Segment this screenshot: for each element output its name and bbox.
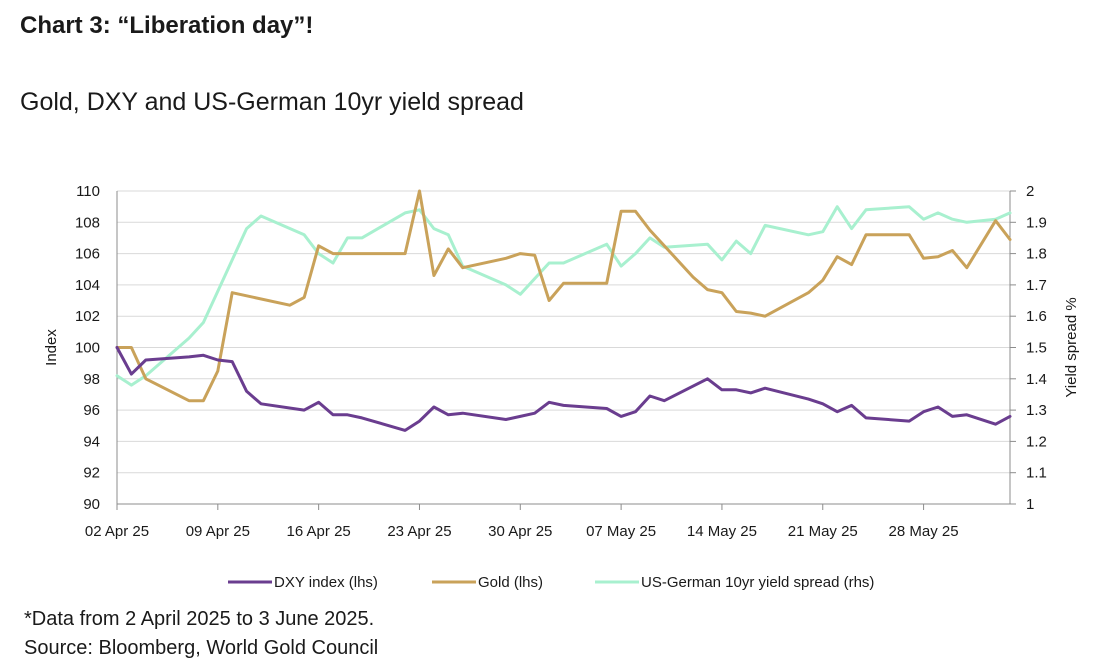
chart-headline: Chart 3: “Liberation day”! xyxy=(20,12,314,39)
data-range-note: *Data from 2 April 2025 to 3 June 2025. xyxy=(24,608,375,630)
y2-tick-label: 1.8 xyxy=(1026,246,1047,263)
gridlines xyxy=(117,190,1010,505)
x-tick-label: 28 May 25 xyxy=(889,523,959,540)
chart-title: “Liberation day”! xyxy=(117,12,314,39)
x-tick-label: 09 Apr 25 xyxy=(186,523,250,540)
y2-tick-label: 1 xyxy=(1026,496,1034,513)
y-tick-label: 104 xyxy=(75,277,100,294)
y-tick-label: 94 xyxy=(83,433,100,450)
y2-tick-label: 1.9 xyxy=(1026,214,1047,231)
y2-tick-label: 1.5 xyxy=(1026,340,1047,357)
x-tick-label: 21 May 25 xyxy=(788,523,858,540)
y-tick-label: 110 xyxy=(76,183,100,200)
line-chart: 90 92 94 96 98 100 102 104 106 108 110 1 1.1 1.2 1.3 1.… xyxy=(43,183,1080,591)
x-tick-label: 23 Apr 25 xyxy=(387,523,451,540)
x-tick-label: 07 May 25 xyxy=(586,523,656,540)
y-tick-label: 90 xyxy=(83,496,100,513)
x-tick-label: 30 Apr 25 xyxy=(488,523,552,540)
y2-tick-label: 1.1 xyxy=(1026,465,1047,482)
y-tick-label: 92 xyxy=(83,465,100,482)
footnote: *Data from 2 April 2025 to 3 June 2025. … xyxy=(24,605,378,663)
chart-subtitle: Gold, DXY and US-German 10yr yield sprea… xyxy=(20,88,524,116)
axes: 90 92 94 96 98 100 102 104 106 108 110 1 1.1 1.2 1.3 1.… xyxy=(43,183,1080,540)
series-line-dxy xyxy=(115,346,1012,432)
y2-tick-label: 1.7 xyxy=(1026,277,1047,294)
source-note: Source: Bloomberg, World Gold Council xyxy=(24,637,379,659)
x-tick-label: 14 May 25 xyxy=(687,523,757,540)
legend-label: Gold (lhs) xyxy=(478,574,543,591)
y-tick-label: 100 xyxy=(75,340,100,357)
chart-number: Chart 3 xyxy=(20,12,103,39)
x-tick-label: 16 Apr 25 xyxy=(287,523,351,540)
y-tick-label: 98 xyxy=(83,371,100,388)
y2-tick-label: 1.6 xyxy=(1026,308,1047,325)
y2-tick-label: 1.4 xyxy=(1026,371,1047,388)
y2-axis-title: Yield spread % xyxy=(1063,297,1080,397)
legend: DXY index (lhs) Gold (lhs) US-German 10yr … xyxy=(228,574,874,591)
y-axis-title: Index xyxy=(43,329,60,366)
y-tick-label: 106 xyxy=(75,246,100,263)
series-line-spread xyxy=(115,205,1012,387)
series-lines xyxy=(115,189,1012,432)
y2-tick-label: 2 xyxy=(1026,183,1034,200)
x-tick-label: 02 Apr 25 xyxy=(85,523,149,540)
legend-label: US-German 10yr yield spread (rhs) xyxy=(641,574,874,591)
series-line-gold xyxy=(115,189,1012,403)
y-tick-label: 96 xyxy=(83,402,100,419)
y-tick-label: 108 xyxy=(75,214,100,231)
y2-tick-label: 1.2 xyxy=(1026,433,1047,450)
legend-label: DXY index (lhs) xyxy=(274,574,378,591)
y-tick-label: 102 xyxy=(75,308,100,325)
y2-tick-label: 1.3 xyxy=(1026,402,1047,419)
